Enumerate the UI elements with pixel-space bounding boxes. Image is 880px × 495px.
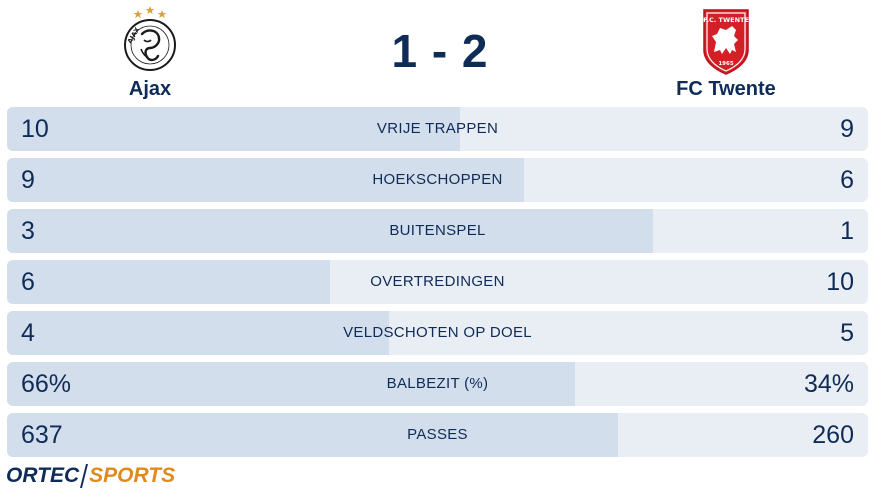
away-team-name: FC Twente	[676, 78, 776, 100]
svg-text:1965: 1965	[718, 61, 733, 67]
stat-row-possession: 66% BALBEZIT (%) 34%	[7, 362, 868, 406]
stat-label: VELDSCHOTEN OP DOEL	[343, 324, 532, 341]
stat-away-value: 5	[840, 319, 854, 347]
logo-separator	[80, 464, 89, 489]
stat-row-free-kicks: 10 VRIJE TRAPPEN 9	[7, 107, 868, 151]
stat-bar-home-share	[7, 260, 330, 304]
stat-label: BUITENSPEL	[389, 222, 486, 239]
stat-label: PASSES	[407, 426, 468, 443]
svg-text:F.C. TWENTE: F.C. TWENTE	[703, 16, 749, 24]
stat-home-value: 10	[21, 115, 49, 143]
stat-home-value: 6	[21, 268, 35, 296]
stat-label: VRIJE TRAPPEN	[376, 120, 499, 137]
stat-away-value: 34%	[803, 370, 854, 398]
logo-part-ortec: ORTEC	[6, 464, 80, 487]
stat-bar-home-share	[7, 209, 653, 253]
stat-row-shots-on-target: 4 VELDSCHOTEN OP DOEL 5	[7, 311, 868, 355]
stat-home-value: 4	[21, 319, 35, 347]
stat-home-value: 3	[21, 217, 35, 245]
stat-bar-home-share	[7, 107, 460, 151]
twente-crest-icon: F.C. TWENTE 1965	[703, 9, 749, 75]
match-header: AJAX Ajax 1 - 2 F.C. TWENTE 1965 FC Twen…	[0, 0, 880, 104]
stat-away-value: 10	[826, 268, 854, 296]
logo-part-sports: SPORTS	[89, 464, 176, 487]
stat-bar-home-share	[7, 413, 619, 457]
stat-label: HOEKSCHOPPEN	[372, 171, 503, 188]
home-team: AJAX Ajax	[70, 4, 230, 101]
stat-row-corners: 9 HOEKSCHOPPEN 6	[7, 158, 868, 202]
stat-away-value: 6	[840, 166, 854, 194]
away-team: F.C. TWENTE 1965 FC Twente	[646, 4, 806, 101]
stat-away-value: 9	[840, 115, 854, 143]
stat-label: OVERTREDINGEN	[370, 273, 505, 290]
stat-home-value: 66%	[21, 370, 72, 398]
stat-away-value: 1	[840, 217, 854, 245]
ortec-sports-logo: ORTEC SPORTS	[6, 462, 175, 490]
stat-label: BALBEZIT (%)	[386, 375, 489, 392]
stats-list: 10 VRIJE TRAPPEN 9 9 HOEKSCHOPPEN 6 3 BU…	[7, 107, 868, 464]
stat-row-passes: 637 PASSES 260	[7, 413, 868, 457]
stat-bar-home-share	[7, 158, 524, 202]
stat-home-value: 637	[21, 421, 63, 449]
stat-row-offside: 3 BUITENSPEL 1	[7, 209, 868, 253]
match-score: 1 - 2	[391, 25, 489, 77]
home-team-name: Ajax	[128, 78, 172, 100]
stat-away-value: 260	[812, 421, 854, 449]
stat-home-value: 9	[21, 166, 35, 194]
stat-row-fouls: 6 OVERTREDINGEN 10	[7, 260, 868, 304]
stat-bar-home-share	[7, 362, 576, 406]
stat-bar-home-share	[7, 311, 390, 355]
ajax-crest-icon: AJAX	[124, 6, 176, 71]
